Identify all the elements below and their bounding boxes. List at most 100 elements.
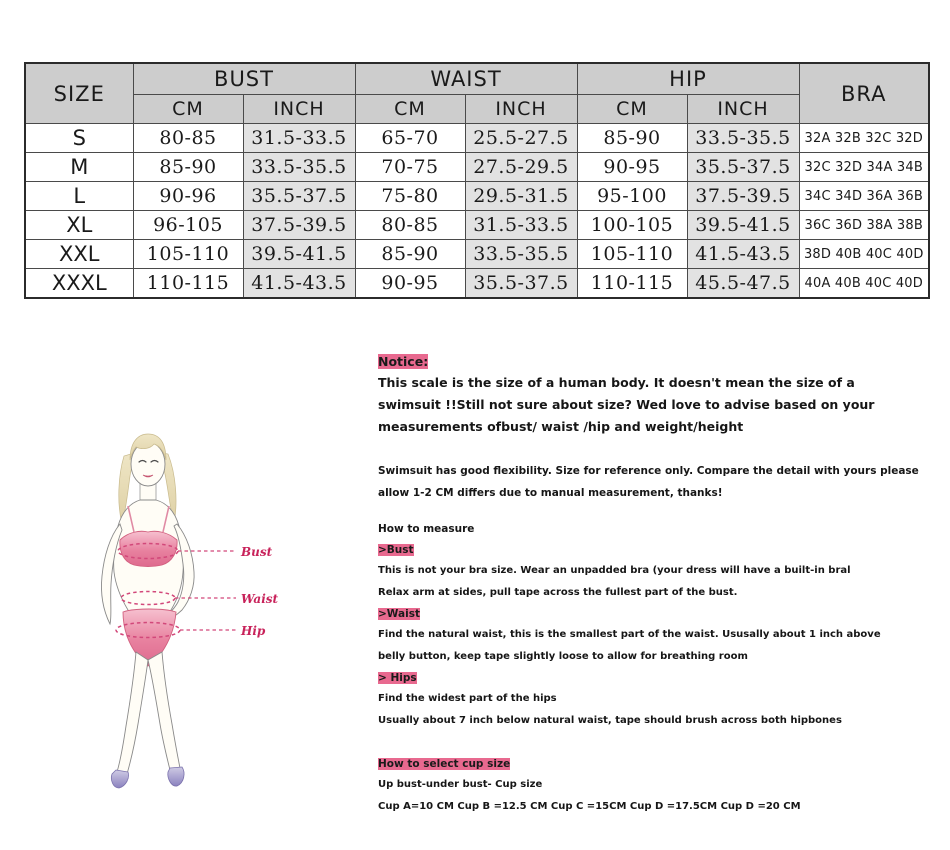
female-body-sketch: Bust Waist Hip [101, 433, 279, 789]
cell-waist-inch: 25.5-27.5 [464, 123, 578, 153]
table-header-row-groups: SIZE BUST WAIST HIP BRA [24, 62, 930, 124]
column-header-hip: HIP [576, 62, 800, 95]
cell-bra: 36C 36D 38A 38B [798, 210, 930, 240]
cell-hip-cm: 95-100 [576, 181, 688, 211]
column-header-bust-cm: CM [132, 94, 244, 124]
cell-hip-cm: 105-110 [576, 239, 688, 269]
notice-intro-line-1: This scale is the size of a human body. … [378, 375, 855, 390]
hip-label: Hip [240, 624, 266, 638]
cell-hip-cm: 110-115 [576, 268, 688, 299]
leg-left [116, 651, 149, 775]
waist-heading-line: >Waist [378, 604, 926, 624]
bust-section-heading: >Bust [378, 544, 414, 556]
cup-heading-line: How to select cup size [378, 754, 926, 774]
notice-intro-line-2: swimsuit !!Still not sure about size? We… [378, 397, 875, 412]
eye-right [150, 459, 159, 463]
waist-line-2: belly button, keep tape slightly loose t… [378, 651, 748, 662]
cell-bra: 32C 32D 34A 34B [798, 152, 930, 182]
cell-hip-inch: 37.5-39.5 [686, 181, 800, 211]
hips-heading-line: > Hips [378, 668, 926, 688]
cell-bust-cm: 85-90 [132, 152, 244, 182]
arm-left [101, 523, 123, 626]
cup-size-heading: How to select cup size [378, 758, 511, 770]
cell-hip-cm: 85-90 [576, 123, 688, 153]
hips-section-heading: > Hips [378, 672, 417, 684]
bikini-bottom [122, 608, 177, 667]
table-row: XXL 105-110 39.5-41.5 85-90 33.5-35.5 10… [24, 239, 930, 269]
hair-front [129, 433, 167, 461]
bikini-strap-left [127, 505, 135, 533]
spacer [378, 732, 926, 754]
table-row: L 90-96 35.5-37.5 75-80 29.5-31.5 95-100… [24, 181, 930, 211]
notice-heading-line: Notice: [378, 352, 926, 372]
column-header-waist-cm: CM [354, 94, 466, 124]
cell-bust-inch: 41.5-43.5 [242, 268, 356, 299]
cell-bust-inch: 31.5-33.5 [242, 123, 356, 153]
cell-bust-inch: 33.5-35.5 [242, 152, 356, 182]
waist-label: Waist [241, 592, 279, 606]
column-header-waist: WAIST [354, 62, 578, 95]
spacer [378, 504, 926, 518]
cell-bust-cm: 105-110 [132, 239, 244, 269]
notice-intro-line-3: measurements ofbust/ waist /hip and weig… [378, 419, 744, 434]
cell-waist-inch: 31.5-33.5 [464, 210, 578, 240]
cell-hip-inch: 41.5-43.5 [686, 239, 800, 269]
cell-waist-inch: 29.5-31.5 [464, 181, 578, 211]
bikini-strap-right [162, 505, 170, 533]
flexibility-line-1: Swimsuit has good flexibility. Size for … [378, 465, 919, 477]
cell-waist-cm: 85-90 [354, 239, 466, 269]
cell-bust-cm: 90-96 [132, 181, 244, 211]
cell-waist-inch: 33.5-35.5 [464, 239, 578, 269]
cup-line-2: Cup A=10 CM Cup B =12.5 CM Cup C =15CM C… [378, 801, 801, 812]
bikini-top [119, 530, 178, 567]
table-row: XL 96-105 37.5-39.5 80-85 31.5-33.5 100-… [24, 210, 930, 240]
cell-bust-inch: 37.5-39.5 [242, 210, 356, 240]
cell-hip-inch: 33.5-35.5 [686, 123, 800, 153]
cell-waist-inch: 27.5-29.5 [464, 152, 578, 182]
cell-hip-cm: 100-105 [576, 210, 688, 240]
notice-instructions-panel: Notice: This scale is the size of a huma… [378, 352, 926, 818]
cell-bust-inch: 35.5-37.5 [242, 181, 356, 211]
spacer [378, 438, 926, 460]
cell-hip-inch: 39.5-41.5 [686, 210, 800, 240]
waist-section-heading: >Waist [378, 608, 420, 620]
cell-bra: 32A 32B 32C 32D [798, 123, 930, 153]
cell-size: XL [24, 210, 134, 240]
leg-right [147, 651, 181, 771]
cell-bust-cm: 110-115 [132, 268, 244, 299]
shoe-left [111, 769, 129, 789]
cell-hip-cm: 90-95 [576, 152, 688, 182]
table-row: M 85-90 33.5-35.5 70-75 27.5-29.5 90-95 … [24, 152, 930, 182]
cell-size: L [24, 181, 134, 211]
size-chart-table: SIZE BUST WAIST HIP BRA CM INCH CM INCH … [24, 62, 930, 299]
cell-waist-inch: 35.5-37.5 [464, 268, 578, 299]
cell-waist-cm: 80-85 [354, 210, 466, 240]
eye-left [138, 459, 147, 463]
column-header-bust-inch: INCH [242, 94, 356, 124]
cell-hip-inch: 35.5-37.5 [686, 152, 800, 182]
table-row: S 80-85 31.5-33.5 65-70 25.5-27.5 85-90 … [24, 123, 930, 153]
cell-bust-inch: 39.5-41.5 [242, 239, 356, 269]
lips [142, 474, 154, 478]
notice-heading: Notice: [378, 354, 429, 369]
cell-hip-inch: 45.5-47.5 [686, 268, 800, 299]
head [130, 441, 166, 487]
flexibility-line-2: allow 1-2 CM differs due to manual measu… [378, 487, 723, 499]
cell-size: M [24, 152, 134, 182]
hips-line-1: Find the widest part of the hips [378, 693, 557, 704]
cell-size: XXL [24, 239, 134, 269]
bust-line-2: Relax arm at sides, pull tape across the… [378, 587, 738, 598]
cell-size: S [24, 123, 134, 153]
cell-waist-cm: 65-70 [354, 123, 466, 153]
column-header-hip-inch: INCH [686, 94, 800, 124]
column-header-bra: BRA [798, 62, 930, 124]
column-header-waist-inch: INCH [464, 94, 578, 124]
column-header-bust: BUST [132, 62, 356, 95]
cell-size: XXXL [24, 268, 134, 299]
cell-bra: 34C 34D 36A 36B [798, 181, 930, 211]
waist-line-1: Find the natural waist, this is the smal… [378, 629, 881, 640]
bust-line-1: This is not your bra size. Wear an unpad… [378, 565, 851, 576]
shoe-right [167, 766, 185, 787]
measurement-figure-illustration: Bust Waist Hip [78, 420, 308, 800]
table-header-row-units: CM INCH CM INCH CM INCH [25, 94, 929, 124]
